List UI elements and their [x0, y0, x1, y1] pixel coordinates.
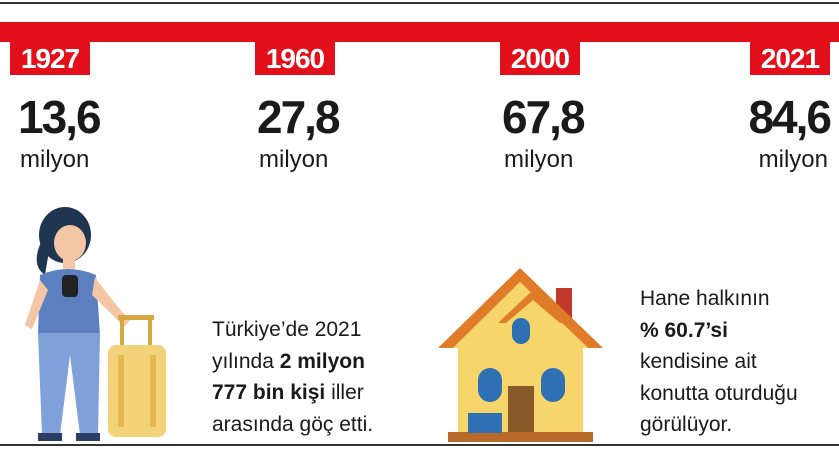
note-line: kendisine ait [640, 346, 798, 378]
year-tab: 1927 [10, 42, 90, 75]
migration-note: Türkiye’de 2021 yılında 2 milyon 777 bin k… [212, 314, 373, 440]
population-value: 27,8 [257, 91, 341, 143]
note-emphasis: 777 bin kişi [212, 381, 326, 404]
top-rule [0, 2, 839, 4]
note-line: Hane halkının [640, 283, 798, 315]
housing-note: Hane halkının % 60.7’si kendisine ait konut… [640, 283, 798, 441]
note-line: görülüyor. [640, 409, 798, 441]
note-emphasis: 2 milyon [279, 349, 365, 373]
population-unit: milyon [504, 146, 574, 173]
traveler-illustration [25, 207, 166, 441]
note-text: kendisine ait [640, 350, 757, 373]
year-tab: 1960 [255, 42, 335, 75]
note-text: Hane halkının [640, 287, 770, 310]
population-value: 67,8 [502, 91, 586, 143]
note-line: arasında göç etti. [212, 409, 373, 441]
note-line: konutta oturduğu [640, 378, 798, 410]
population-value: 13,6 [18, 91, 102, 143]
population-unit: milyon [758, 146, 828, 173]
population-unit: milyon [20, 146, 90, 173]
note-text: yılında [212, 349, 280, 373]
house-illustration [438, 268, 603, 442]
note-text: Türkiye’de 2021 [212, 318, 362, 341]
note-line: % 60.7’si [640, 315, 798, 347]
note-line: yılında 2 milyon [212, 346, 373, 378]
note-line: 777 bin kişi iller [212, 377, 373, 409]
note-text: iller [325, 381, 364, 404]
year-tab: 2000 [500, 42, 580, 75]
population-unit: milyon [259, 146, 329, 173]
note-emphasis: % 60.7’si [640, 318, 728, 342]
note-line: Türkiye’de 2021 [212, 314, 373, 346]
note-text: arasında göç etti. [212, 412, 374, 436]
year-tab: 2021 [750, 42, 830, 75]
red-band [0, 22, 839, 42]
note-text: görülüyor. [640, 413, 733, 436]
population-value: 84,6 [748, 91, 832, 143]
bottom-rule [0, 444, 839, 446]
note-text: konutta oturduğu [640, 381, 798, 405]
